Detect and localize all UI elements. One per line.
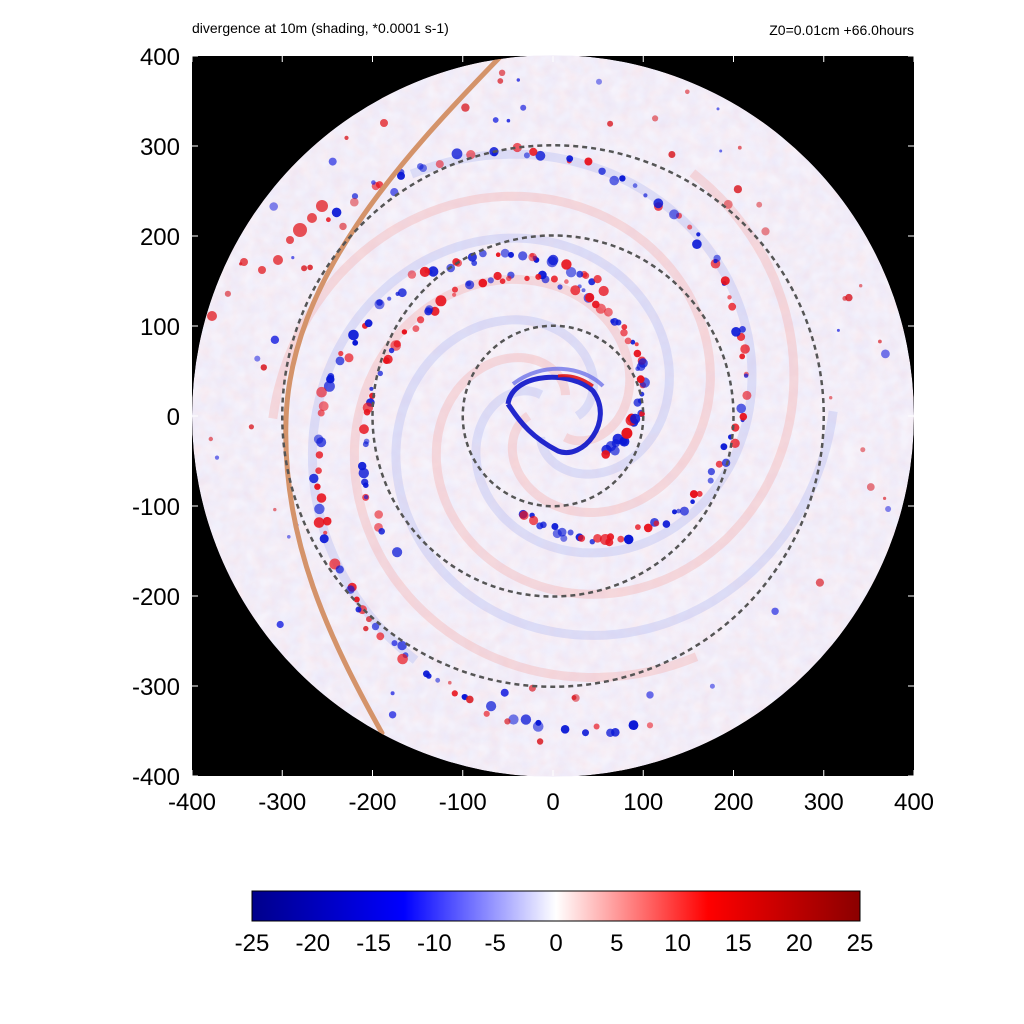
colorbar-tick-label: 5	[610, 930, 623, 957]
x-tick-label: 400	[894, 789, 934, 816]
colorbar	[251, 890, 861, 922]
x-tick-label: 0	[546, 789, 559, 816]
y-tick-label: -200	[132, 584, 180, 611]
y-tick-label: -400	[132, 764, 180, 791]
y-tick-label: 100	[140, 314, 180, 341]
y-tick-label: -100	[132, 494, 180, 521]
x-tick-label: -300	[258, 789, 306, 816]
colorbar-tick-label: -25	[235, 930, 270, 957]
y-tick-label: 400	[140, 44, 180, 71]
y-tick-label: 0	[167, 404, 180, 431]
divergence-field	[192, 55, 914, 777]
chart-title: divergence at 10m (shading, *0.0001 s-1)	[192, 20, 449, 36]
y-tick-label: 300	[140, 134, 180, 161]
y-tick-label: -300	[132, 674, 180, 701]
track-line	[283, 55, 503, 736]
colorbar-tick-label: 20	[786, 930, 813, 957]
x-tick-label: 100	[623, 789, 663, 816]
colorbar-tick-label: 25	[847, 930, 874, 957]
x-tick-label: -100	[439, 789, 487, 816]
reference-circle-100	[461, 324, 645, 508]
x-tick-label: 300	[804, 789, 844, 816]
x-tick-label: -200	[348, 789, 396, 816]
x-tick-label: -400	[168, 789, 216, 816]
reference-circle-300	[281, 144, 825, 688]
chart-subtitle: Z0=0.01cm +66.0hours	[769, 22, 914, 38]
colorbar-tick-label: -15	[356, 930, 391, 957]
colorbar-tick-label: 15	[725, 930, 752, 957]
y-tick-label: 200	[140, 224, 180, 251]
colorbar-tick-label: -10	[417, 930, 452, 957]
colorbar-tick-label: -5	[485, 930, 506, 957]
reference-circle-200	[371, 234, 735, 598]
colorbar-tick-label: 10	[664, 930, 691, 957]
colorbar-tick-label: 0	[549, 930, 562, 957]
x-tick-label: 200	[713, 789, 753, 816]
colorbar-tick-label: -20	[295, 930, 330, 957]
